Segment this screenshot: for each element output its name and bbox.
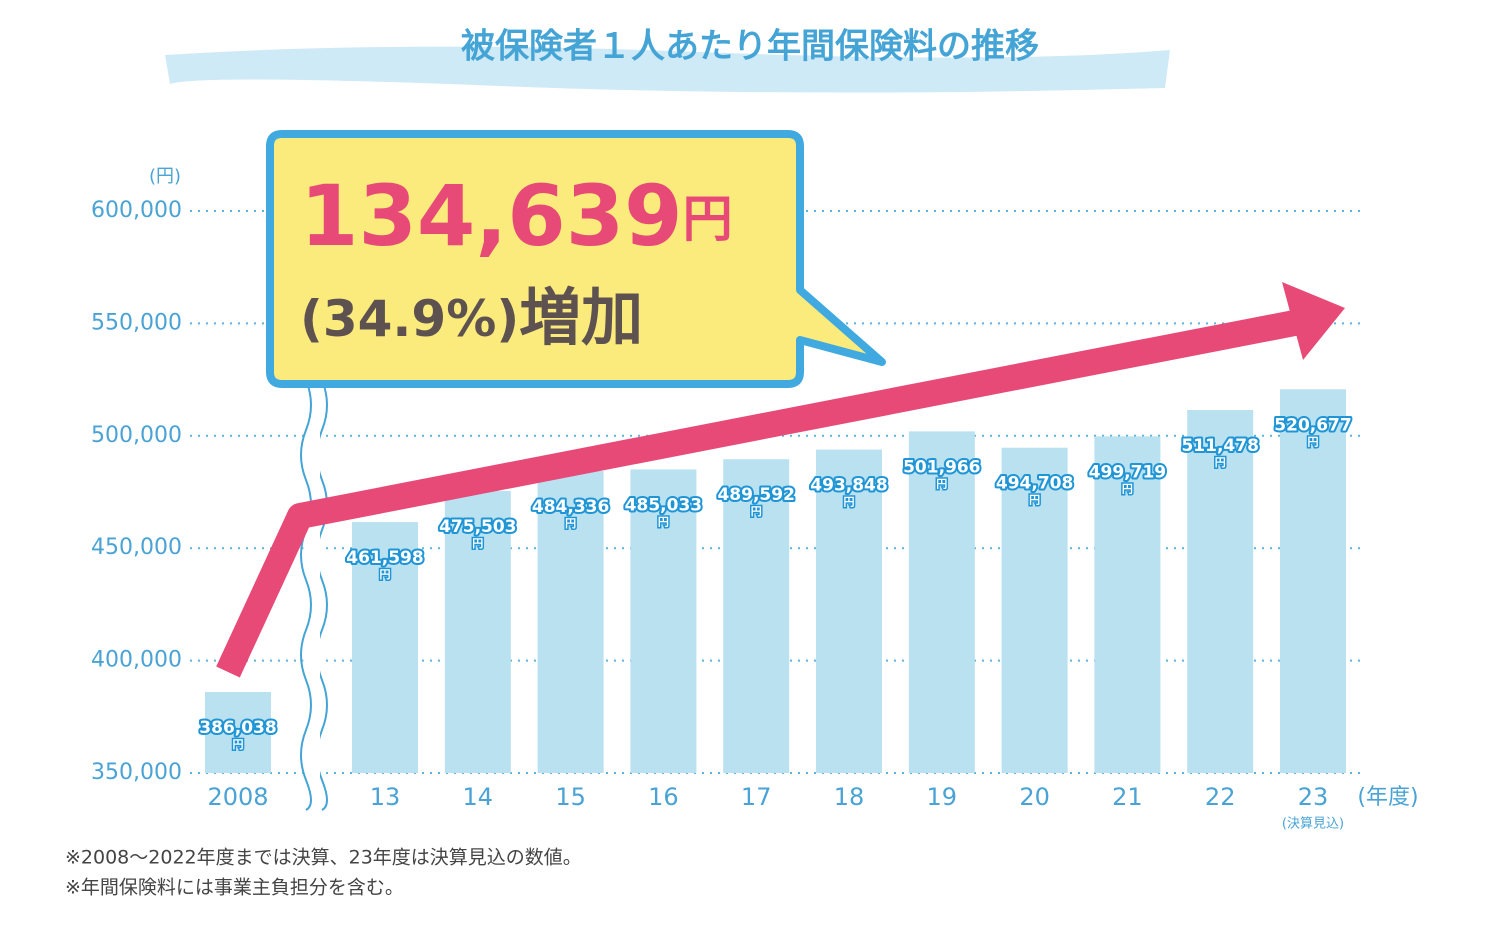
x-tick-label: 14 [463, 783, 494, 811]
bar [1094, 436, 1161, 773]
bar [352, 522, 418, 773]
value-unit: 円 [472, 537, 483, 550]
bar [205, 691, 271, 773]
bar [630, 469, 697, 773]
value-label: 511,478 [1181, 436, 1258, 456]
y-tick-label: 350,000 [91, 760, 182, 785]
x-tick-label: 17 [741, 783, 772, 811]
value-label: 475,503 [439, 517, 516, 537]
value-unit: 円 [751, 505, 762, 518]
x-tick-label: 20 [1019, 783, 1050, 811]
value-label: 493,848 [810, 476, 887, 496]
x-tick-label: 22 [1205, 783, 1236, 811]
title-band [165, 46, 1170, 93]
y-tick-label: 400,000 [91, 648, 182, 673]
value-unit: 円 [1029, 494, 1040, 507]
chart-title: 被保険者１人あたり年間保険料の推移 [461, 27, 1039, 67]
note: ※年間保険料には事業主負担分を含む。 [65, 877, 404, 899]
change-word: 増加 [519, 281, 643, 354]
callout-box [266, 130, 886, 388]
x-tick-label: 16 [648, 783, 679, 811]
value-unit: 円 [658, 515, 669, 528]
callout-amount: 134,639円 [300, 167, 733, 265]
y-unit: (円) [149, 166, 181, 187]
value-label: 485,033 [625, 495, 702, 515]
callout-change: (34.9%)増加 [300, 281, 643, 354]
y-tick-label: 500,000 [91, 423, 182, 448]
value-label: 494,708 [996, 474, 1073, 494]
value-label: 501,966 [903, 457, 980, 477]
value-unit: 円 [565, 517, 576, 530]
bar [1280, 389, 1346, 773]
y-tick-label: 550,000 [91, 310, 182, 335]
value-unit: 円 [936, 477, 947, 490]
y-tick-label: 600,000 [91, 198, 182, 223]
value-label: 520,677 [1274, 415, 1351, 435]
value-unit: 円 [1215, 456, 1226, 469]
value-unit: 円 [233, 738, 244, 751]
x-tick-label: 21 [1112, 783, 1143, 811]
value-unit: 円 [1122, 482, 1133, 495]
value-unit: 円 [1308, 435, 1319, 448]
bar [723, 459, 790, 773]
y-tick-label: 450,000 [91, 535, 182, 560]
amount: 134,639 [300, 167, 683, 265]
value-label: 499,719 [1089, 462, 1166, 482]
value-label: 489,592 [717, 485, 794, 505]
change: (34.9%) [300, 290, 519, 348]
amount-unit: 円 [683, 190, 733, 248]
x-tick-note: (決算見込) [1282, 817, 1344, 832]
bar [908, 431, 975, 773]
value-unit: 円 [844, 496, 855, 509]
value-label: 386,038 [199, 718, 276, 738]
x-tick-label: 15 [555, 783, 586, 811]
x-tick-label: 23 [1298, 783, 1329, 811]
trend-arrow [216, 305, 1323, 678]
value-label: 484,336 [532, 497, 609, 517]
x-unit: (年度) [1357, 785, 1418, 810]
bar [1001, 447, 1068, 773]
bar [1187, 409, 1254, 773]
value-unit: 円 [380, 568, 391, 581]
bar [537, 471, 604, 773]
value-label: 461,598 [346, 548, 423, 568]
x-tick-label: 18 [834, 783, 865, 811]
bar [816, 449, 882, 773]
x-tick-label: 13 [370, 783, 401, 811]
axis-break-gap [303, 380, 320, 810]
x-tick-label: 2008 [207, 783, 268, 811]
trend-arrowhead [1282, 282, 1345, 360]
x-tick-label: 19 [927, 783, 958, 811]
note: ※2008～2022年度までは決算、23年度は決算見込の数値。 [65, 847, 582, 869]
bar [444, 490, 511, 773]
